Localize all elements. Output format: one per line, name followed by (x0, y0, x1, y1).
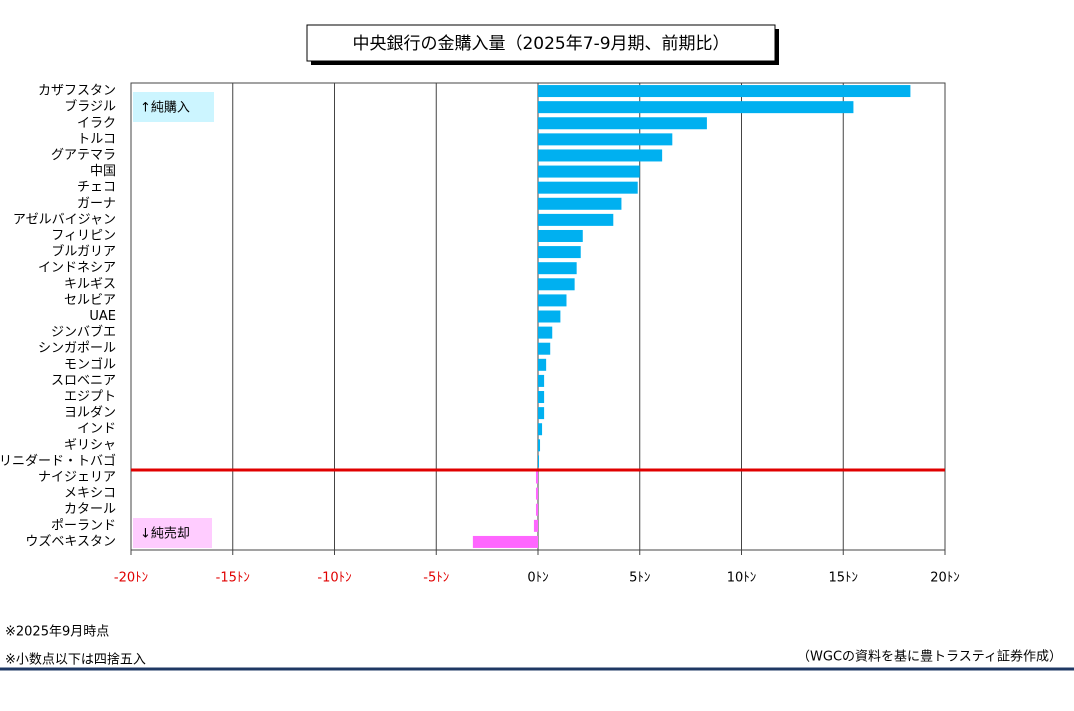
y-tick-label: アゼルバイジャン (13, 212, 116, 227)
x-tick-label: 10ﾄﾝ (727, 571, 757, 586)
annotation-box (133, 518, 212, 548)
y-tick-label: セルビア (64, 293, 116, 308)
y-tick-label: インド (77, 422, 116, 437)
x-tick-label: -10ﾄﾝ (317, 571, 351, 586)
note: ※小数点以下は四捨五入 (5, 652, 146, 668)
y-tick-label: ジンバブエ (51, 324, 116, 340)
y-tick-label: メキシコ (64, 486, 116, 501)
x-tick-label: 5ﾄﾝ (629, 571, 650, 586)
annotation: ↓純売却 (140, 526, 190, 542)
y-tick-label: ウズベキスタン (25, 533, 116, 549)
bar (538, 165, 640, 178)
bar (538, 149, 663, 162)
bar (535, 487, 538, 500)
x-tick-label: 0ﾄﾝ (527, 571, 548, 586)
y-tick-label: フィリピン (51, 228, 116, 243)
annotation-box (133, 92, 214, 122)
y-tick-label: ヨルダン (64, 406, 116, 421)
bar (533, 519, 538, 532)
bar (535, 503, 538, 516)
x-tick-label: -20ﾄﾝ (114, 571, 148, 586)
bar (535, 471, 538, 484)
bar (472, 535, 538, 548)
y-tick-label: トリニダード・トバゴ (0, 453, 116, 469)
x-tick-label: 15ﾄﾝ (828, 571, 858, 586)
x-tick-label: 20ﾄﾝ (930, 571, 960, 586)
bar (538, 246, 581, 259)
bar (538, 85, 911, 98)
bar (538, 213, 614, 226)
bar (538, 407, 545, 420)
bar (538, 391, 545, 404)
x-tick-label: -5ﾄﾝ (423, 571, 449, 586)
annotation: ↑純購入 (140, 101, 190, 116)
chart-title: 中央銀行の金購入量（2025年7-9月期、前期比） (352, 34, 729, 54)
bar (538, 117, 707, 130)
bar (538, 455, 540, 468)
bar (538, 326, 553, 339)
bar (538, 101, 854, 114)
y-tick-label: ポーランド (51, 518, 116, 533)
bar (538, 262, 577, 275)
y-tick-label: インドネシア (38, 261, 116, 276)
note: ※2025年9月時点 (5, 625, 109, 640)
y-tick-label: スロベニア (51, 373, 116, 388)
bar (538, 342, 551, 355)
bar (538, 229, 583, 242)
bar (538, 133, 673, 146)
y-tick-label: カタール (64, 502, 116, 517)
bar (538, 423, 543, 436)
y-tick-label: ブルガリア (51, 244, 116, 260)
bar (538, 197, 622, 210)
y-tick-label: 中国 (90, 164, 116, 179)
y-tick-label: イラク (77, 116, 116, 131)
y-tick-label: キルギス (64, 277, 116, 292)
y-tick-label: ギリシャ (64, 438, 116, 453)
source: （WGCの資料を基に豊トラスティ証券作成） (797, 649, 1062, 665)
bar (538, 374, 545, 387)
y-tick-label: ガーナ (77, 196, 116, 211)
bar (538, 278, 575, 291)
y-tick-label: シンガポール (38, 341, 116, 356)
y-tick-label: ナイジェリア (38, 470, 116, 485)
title-box (306, 24, 776, 62)
bar (538, 358, 547, 371)
bar (538, 310, 561, 323)
x-tick-label: -15ﾄﾝ (216, 571, 250, 586)
y-tick-label: トルコ (77, 132, 116, 147)
y-tick-label: グアテマラ (51, 148, 116, 163)
y-tick-label: モンゴル (64, 356, 116, 372)
y-tick-label: エジプト (64, 390, 116, 405)
y-tick-label: ブラジル (64, 99, 116, 115)
y-tick-label: UAE (89, 309, 116, 324)
bar (538, 181, 638, 194)
y-tick-label: チェコ (77, 180, 116, 195)
bar (538, 439, 541, 452)
bar (538, 294, 567, 307)
y-tick-label: カザフスタン (38, 84, 116, 99)
